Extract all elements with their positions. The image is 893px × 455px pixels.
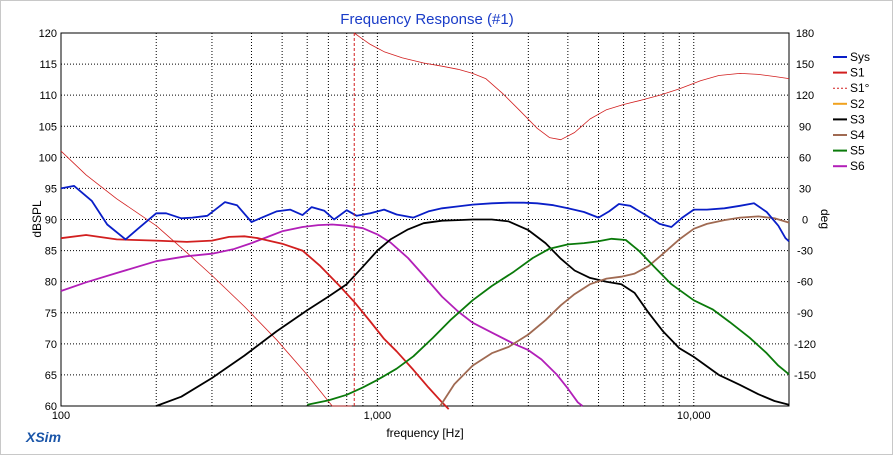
series-s5-line <box>307 237 790 406</box>
y2-axis-ticks: -150 -120 -90 -60 -30 0 30 60 90 120 150 180 <box>794 28 816 382</box>
x-tick-label: 10,000 <box>677 410 711 422</box>
legend-label: S5 <box>850 144 865 158</box>
x-tick-label: 100 <box>52 410 70 422</box>
legend-label: S6 <box>850 159 865 173</box>
y-axis-label: dBSPL <box>30 200 44 238</box>
y-tick-label: 115 <box>39 59 57 71</box>
y-tick-label: 80 <box>45 277 57 289</box>
legend-label: S1° <box>850 81 870 95</box>
y2-tick-label: -90 <box>797 308 813 320</box>
y2-tick-label: 0 <box>802 215 808 227</box>
y-tick-label: 110 <box>39 90 57 102</box>
series-s4-line <box>439 215 790 407</box>
legend-label: S4 <box>850 128 865 142</box>
y-tick-label: 100 <box>39 152 57 164</box>
y-tick-label: 70 <box>45 339 57 351</box>
legend-label: S3 <box>850 112 865 126</box>
y2-axis-label: deg <box>818 209 832 229</box>
y-tick-label: 60 <box>45 401 57 413</box>
y2-tick-label: 60 <box>799 152 811 164</box>
y-tick-label: 75 <box>45 308 57 320</box>
y2-tick-label: 120 <box>796 90 814 102</box>
y2-tick-label: -120 <box>794 339 816 351</box>
curves <box>60 32 790 410</box>
y-tick-label: 95 <box>45 183 57 195</box>
series-sys-line <box>60 185 790 242</box>
brand-logo: XSim <box>25 429 61 445</box>
series-s3-line <box>155 218 790 407</box>
y-tick-label: 120 <box>39 28 57 40</box>
chart-title: Frequency Response (#1) <box>340 11 513 28</box>
legend-label: S1 <box>850 66 865 80</box>
series-s6-line <box>60 223 584 407</box>
y-axis-ticks: 60 65 70 75 80 85 90 95 100 105 110 115 120 <box>39 28 57 413</box>
y2-tick-label: 90 <box>799 121 811 133</box>
x-axis-ticks: 100 1,000 10,000 <box>52 410 711 422</box>
y2-tick-label: -150 <box>794 370 816 382</box>
plot-border <box>60 32 790 407</box>
series-s1-line <box>60 234 450 410</box>
y-tick-label: 65 <box>45 370 57 382</box>
y2-tick-label: -30 <box>797 246 813 258</box>
y-tick-label: 90 <box>45 215 57 227</box>
y2-tick-label: 180 <box>796 28 814 40</box>
y-tick-label: 85 <box>45 246 57 258</box>
x-tick-label: 1,000 <box>364 410 392 422</box>
y2-tick-label: -60 <box>797 277 813 289</box>
legend-label: Sys <box>850 50 870 64</box>
legend-label: S2 <box>850 97 865 111</box>
y2-tick-label: 30 <box>799 183 811 195</box>
y2-tick-label: 150 <box>796 59 814 71</box>
x-axis-label: frequency [Hz] <box>386 426 463 440</box>
y-tick-label: 105 <box>39 121 57 133</box>
series-s1-phase-line <box>60 32 790 407</box>
